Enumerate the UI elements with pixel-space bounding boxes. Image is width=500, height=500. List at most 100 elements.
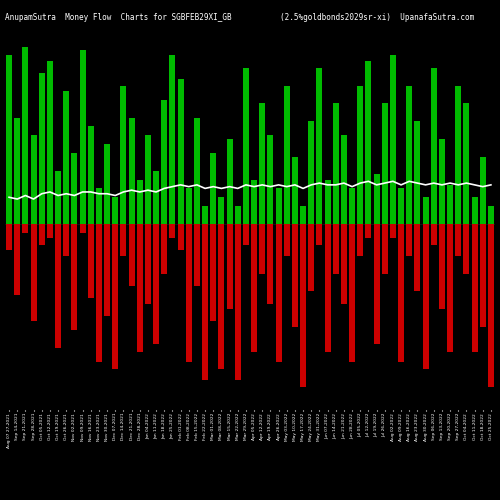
Bar xyxy=(333,224,338,274)
Bar xyxy=(22,46,28,224)
Bar xyxy=(194,224,200,286)
Bar xyxy=(170,224,175,238)
Bar xyxy=(251,224,257,352)
Bar xyxy=(243,224,249,245)
Bar xyxy=(194,118,200,224)
Bar xyxy=(447,224,453,352)
Bar xyxy=(447,185,453,224)
Bar xyxy=(292,156,298,224)
Bar xyxy=(431,68,436,224)
Bar xyxy=(268,224,274,304)
Bar xyxy=(210,153,216,224)
Bar xyxy=(456,86,461,224)
Bar xyxy=(162,224,167,274)
Bar xyxy=(178,224,184,250)
Bar xyxy=(480,156,486,224)
Bar xyxy=(96,188,102,224)
Bar xyxy=(210,224,216,322)
Bar xyxy=(456,224,461,256)
Bar xyxy=(398,188,404,224)
Bar xyxy=(422,224,428,369)
Bar xyxy=(488,224,494,387)
Bar xyxy=(72,224,78,330)
Bar xyxy=(96,224,102,362)
Bar xyxy=(422,198,428,224)
Bar xyxy=(268,135,274,224)
Bar xyxy=(202,224,208,380)
Bar xyxy=(80,50,86,224)
Bar xyxy=(202,206,208,224)
Bar xyxy=(260,224,265,274)
Text: (2.5%goldbonds2029sr-xi)  UpanafaSutra.com: (2.5%goldbonds2029sr-xi) UpanafaSutra.co… xyxy=(280,12,474,22)
Bar xyxy=(218,198,224,224)
Bar xyxy=(406,86,412,224)
Bar xyxy=(30,135,36,224)
Bar xyxy=(284,224,290,256)
Bar xyxy=(374,224,380,344)
Bar xyxy=(178,78,184,224)
Bar xyxy=(358,224,363,256)
Bar xyxy=(226,224,232,309)
Bar xyxy=(162,100,167,224)
Bar xyxy=(14,118,20,224)
Bar xyxy=(341,135,347,224)
Bar xyxy=(120,224,126,256)
Bar xyxy=(324,224,330,352)
Bar xyxy=(316,224,322,245)
Bar xyxy=(186,188,192,224)
Bar xyxy=(366,224,372,238)
Bar xyxy=(120,86,126,224)
Bar xyxy=(153,224,159,344)
Bar xyxy=(170,56,175,224)
Text: AnupamSutra  Money Flow  Charts for SGBFEB29XI_GB: AnupamSutra Money Flow Charts for SGBFEB… xyxy=(5,12,232,22)
Bar xyxy=(104,144,110,224)
Bar xyxy=(251,180,257,224)
Bar xyxy=(145,135,151,224)
Bar xyxy=(112,198,118,224)
Bar xyxy=(341,224,347,304)
Bar xyxy=(464,104,469,224)
Bar xyxy=(137,180,142,224)
Bar xyxy=(349,188,355,224)
Bar xyxy=(6,56,12,224)
Bar xyxy=(14,224,20,295)
Bar xyxy=(300,206,306,224)
Bar xyxy=(243,68,249,224)
Bar xyxy=(47,224,53,238)
Bar xyxy=(390,56,396,224)
Bar xyxy=(406,224,412,256)
Bar xyxy=(276,224,281,362)
Bar xyxy=(30,224,36,322)
Bar xyxy=(431,224,436,245)
Bar xyxy=(218,224,224,369)
Bar xyxy=(128,118,134,224)
Bar xyxy=(6,224,12,250)
Bar xyxy=(316,68,322,224)
Bar xyxy=(64,91,69,224)
Bar xyxy=(300,224,306,387)
Bar xyxy=(382,224,388,274)
Bar xyxy=(480,224,486,326)
Bar xyxy=(374,174,380,224)
Bar xyxy=(145,224,151,304)
Bar xyxy=(235,224,240,380)
Bar xyxy=(472,224,478,352)
Bar xyxy=(472,198,478,224)
Bar xyxy=(88,126,94,224)
Bar xyxy=(390,224,396,238)
Bar xyxy=(39,73,44,224)
Bar xyxy=(112,224,118,369)
Bar xyxy=(39,224,44,245)
Bar xyxy=(414,121,420,224)
Bar xyxy=(72,153,78,224)
Bar xyxy=(235,206,240,224)
Bar xyxy=(137,224,142,352)
Bar xyxy=(488,206,494,224)
Bar xyxy=(358,86,363,224)
Bar xyxy=(414,224,420,291)
Bar xyxy=(128,224,134,286)
Bar xyxy=(366,61,372,224)
Bar xyxy=(226,139,232,224)
Bar xyxy=(333,104,338,224)
Bar xyxy=(47,61,53,224)
